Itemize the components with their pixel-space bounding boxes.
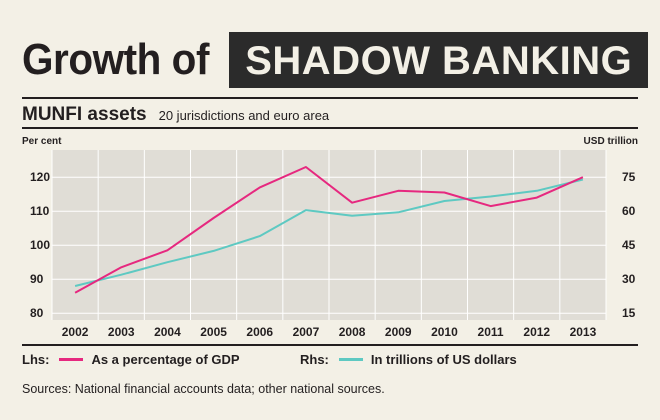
right-tick-label: 15 bbox=[622, 306, 636, 320]
x-tick-label: 2006 bbox=[246, 325, 273, 339]
left-tick-label: 80 bbox=[30, 306, 44, 320]
legend-swatch-gdp bbox=[59, 358, 84, 361]
sources-note: Sources: National financial accounts dat… bbox=[22, 382, 385, 396]
right-tick-label: 45 bbox=[622, 238, 636, 252]
subtitle-row: MUNFI assets 20 jurisdictions and euro a… bbox=[22, 104, 329, 126]
left-tick-label: 90 bbox=[30, 272, 44, 286]
legend-item-gdp: Lhs: As a percentage of GDP bbox=[22, 352, 240, 367]
title-divider bbox=[22, 97, 638, 99]
chart-subtitle-note: 20 jurisdictions and euro area bbox=[158, 108, 330, 123]
x-tick-label: 2013 bbox=[570, 325, 597, 339]
title-row: Growth of SHADOW BANKING bbox=[22, 30, 649, 90]
title-prefix: Growth of bbox=[22, 35, 209, 84]
series-line-usd bbox=[74, 178, 584, 287]
gridlines bbox=[51, 150, 607, 320]
legend-item-usd: Rhs: In trillions of US dollars bbox=[300, 352, 517, 367]
x-tick-label: 2005 bbox=[200, 325, 227, 339]
right-tick-label: 30 bbox=[622, 272, 636, 286]
legend-rhs-prefix: Rhs: bbox=[300, 352, 329, 367]
x-tick-label: 2012 bbox=[523, 325, 550, 339]
x-tick-label: 2010 bbox=[431, 325, 458, 339]
legend: Lhs: As a percentage of GDP Rhs: In tril… bbox=[22, 352, 638, 370]
x-tick-label: 2003 bbox=[108, 325, 135, 339]
right-tick-label: 60 bbox=[622, 204, 636, 218]
right-tick-label: 75 bbox=[622, 170, 636, 184]
legend-lhs-prefix: Lhs: bbox=[22, 352, 50, 367]
x-tick-label: 2004 bbox=[154, 325, 181, 339]
x-tick-label: 2011 bbox=[478, 325, 504, 339]
legend-lhs-label: As a percentage of GDP bbox=[91, 352, 240, 367]
left-axis-unit: Per cent bbox=[22, 136, 62, 147]
title-highlight: SHADOW BANKING bbox=[229, 32, 649, 88]
left-tick-label: 100 bbox=[30, 238, 50, 252]
chart-bottom-divider bbox=[22, 344, 638, 346]
x-tick-label: 2007 bbox=[293, 325, 320, 339]
series-line-gdp bbox=[74, 166, 584, 294]
x-tick-label: 2008 bbox=[339, 325, 366, 339]
x-tick-label: 2009 bbox=[385, 325, 412, 339]
chart-subtitle: MUNFI assets bbox=[22, 104, 147, 125]
x-tick-label: 2002 bbox=[62, 325, 89, 339]
subtitle-divider bbox=[22, 127, 638, 129]
legend-rhs-label: In trillions of US dollars bbox=[370, 352, 517, 367]
left-tick-label: 110 bbox=[30, 204, 50, 218]
legend-swatch-usd bbox=[338, 358, 363, 361]
right-axis-unit: USD trillion bbox=[583, 136, 638, 147]
left-tick-label: 120 bbox=[30, 170, 50, 184]
